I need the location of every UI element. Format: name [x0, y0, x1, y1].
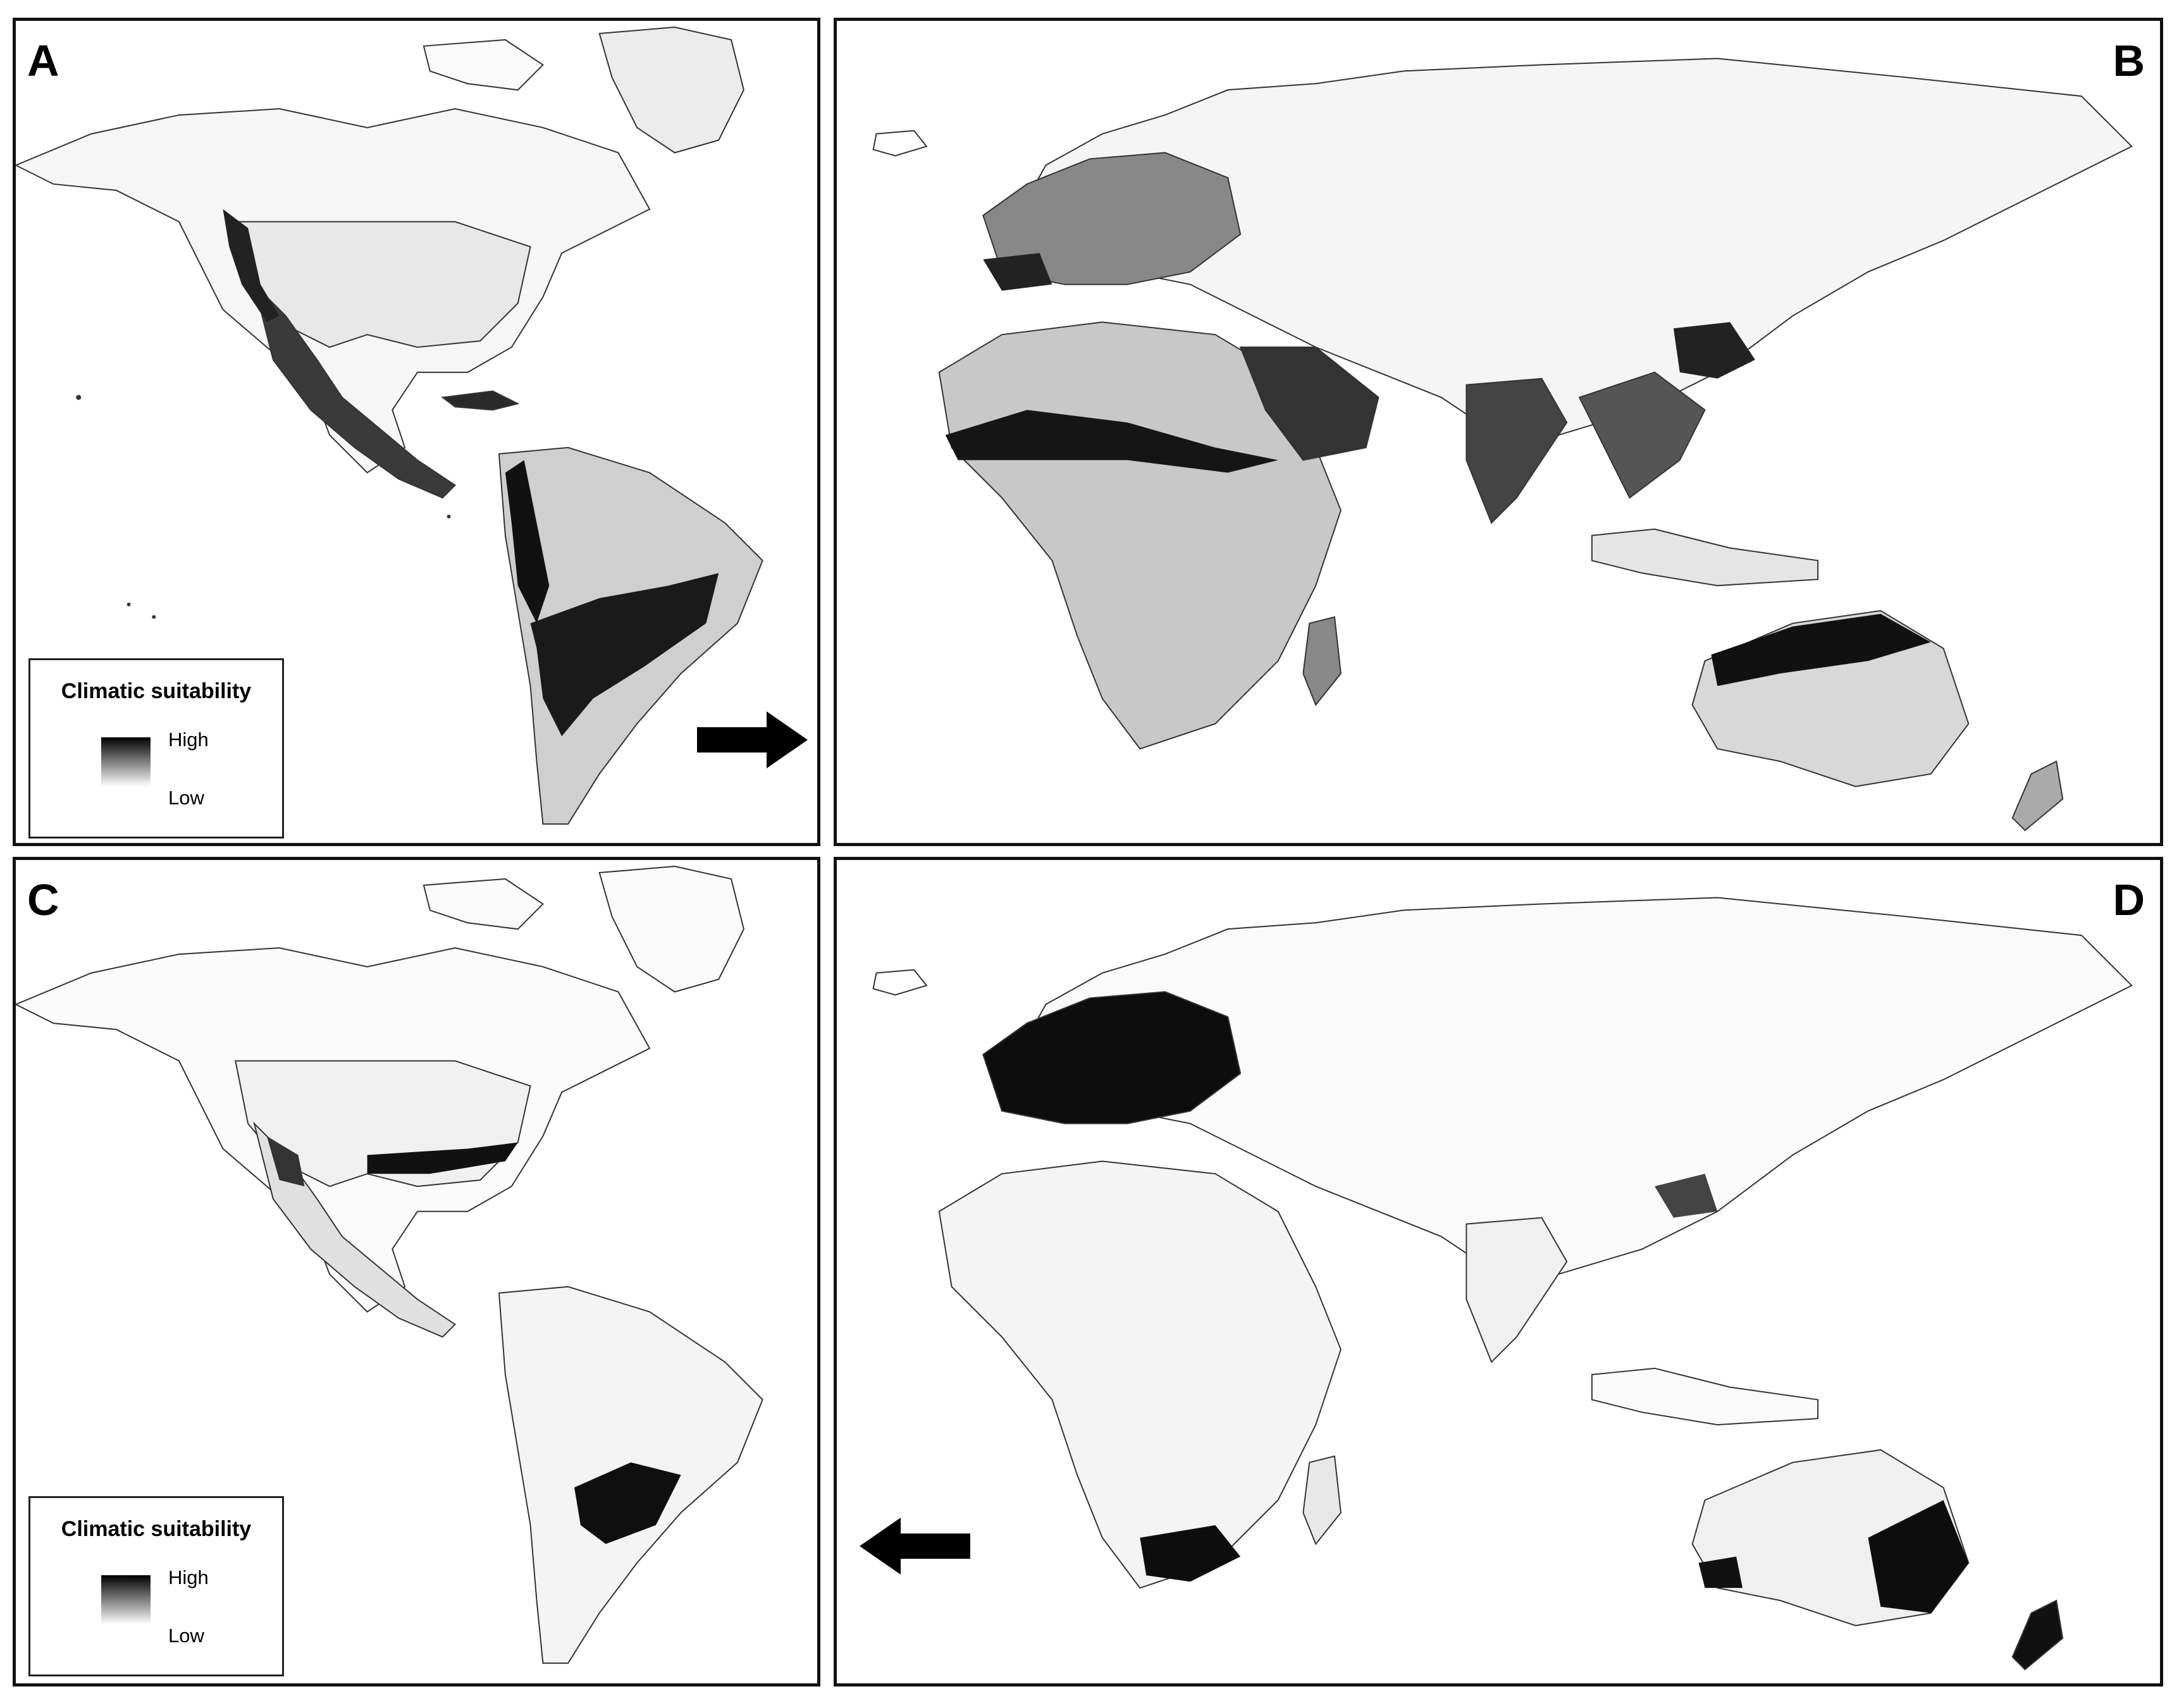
iceland — [872, 969, 928, 996]
legend-low-label: Low — [168, 787, 204, 809]
legend-high-label: High — [168, 1566, 209, 1588]
europe — [982, 991, 1242, 1124]
north-australia-high-suitability — [1711, 613, 1931, 686]
south-africa-high-suitability — [1140, 1525, 1241, 1582]
panel-a-label: A — [27, 36, 59, 85]
greenland — [598, 27, 744, 154]
panel-b-label: B — [2113, 36, 2145, 85]
iceland — [872, 130, 928, 157]
madagascar — [1302, 616, 1342, 706]
legend-title: Climatic suitability — [61, 1517, 252, 1541]
la-plata-high-suitability — [574, 1462, 681, 1544]
usa-southeast-high-suitability — [367, 1142, 518, 1174]
panel-d-old-world-map: D — [834, 857, 2163, 1686]
canada-arctic-islands — [423, 39, 544, 91]
africa — [938, 1160, 1342, 1589]
southwest-australia-high-suitability — [1698, 1556, 1743, 1588]
southeast-australia-high-suitability — [1868, 1500, 1969, 1613]
mexico-high-suitability — [266, 1136, 305, 1187]
new-zealand — [2011, 1599, 2064, 1671]
legend-low-label: Low — [168, 1625, 204, 1647]
andes-high-suitability — [505, 460, 550, 624]
southeast-asia — [1578, 371, 1706, 499]
legend-title: Climatic suitability — [61, 679, 252, 703]
pacific-coast-high-suitability — [223, 209, 280, 323]
legend-high-label: High — [168, 728, 209, 751]
india — [1465, 1217, 1568, 1363]
south-china-high-suitability — [1655, 1174, 1718, 1218]
madagascar — [1302, 1455, 1342, 1545]
china-high-suitability — [1673, 322, 1755, 379]
arabian-peninsula — [1239, 347, 1379, 461]
legend-gradient-ramp — [101, 1575, 151, 1625]
eurasia — [1013, 897, 2133, 1287]
arrow-right-icon — [697, 711, 808, 768]
india — [1465, 378, 1568, 524]
panel-c-label: C — [27, 875, 59, 925]
south-america-high-suitability — [530, 573, 719, 737]
panel-d-label: D — [2113, 875, 2145, 925]
legend-panel-a: Climatic suitability High Low — [28, 658, 284, 839]
legend-gradient-ramp — [101, 737, 151, 787]
caribbean — [441, 390, 520, 411]
map-old-world-d — [872, 897, 2133, 1671]
canada-arctic-islands — [423, 878, 544, 930]
sahel-high-suitability — [945, 410, 1278, 473]
greenland — [598, 866, 744, 993]
indonesia — [1591, 1367, 1819, 1426]
panel-c-americas-map: C Climatic suitability High Low — [13, 857, 820, 1686]
map-americas-c — [16, 866, 763, 1664]
iberia-high-suitability — [983, 253, 1052, 291]
map-old-world-b — [872, 58, 2133, 832]
arrow-left-icon — [860, 1518, 970, 1575]
eurasia — [1013, 58, 2133, 448]
new-zealand — [2011, 760, 2064, 832]
panel-a-americas-map: A Climatic suitability High Low — [13, 18, 820, 846]
indonesia — [1591, 528, 1819, 587]
legend-panel-c: Climatic suitability High Low — [28, 1496, 284, 1676]
panel-b-old-world-map: B — [834, 18, 2163, 846]
map-americas-a — [16, 27, 763, 825]
mexico-central-america — [253, 282, 457, 499]
